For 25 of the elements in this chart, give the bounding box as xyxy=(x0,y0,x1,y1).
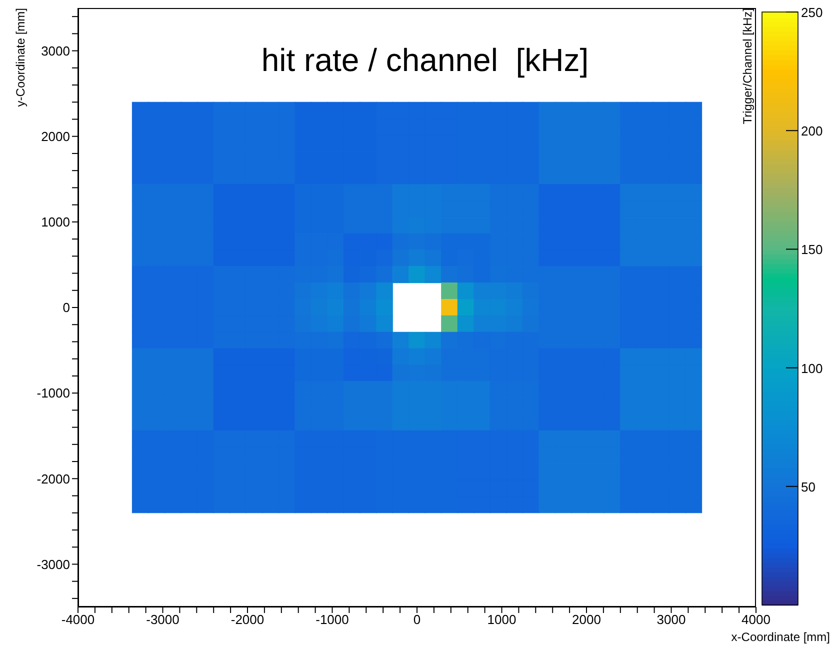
x-tick-label: -1000 xyxy=(316,612,349,628)
text: hit rate / channel [kHz] xyxy=(260,42,590,79)
x-tick-label: 2000 xyxy=(572,612,601,628)
color-bar-label: 250 xyxy=(801,5,823,20)
y-tick-label: 2000 xyxy=(41,128,70,144)
x-tick-label: -3000 xyxy=(146,612,180,628)
y-tick-label: 1000 xyxy=(41,214,70,230)
color-bar-label: 100 xyxy=(801,360,823,376)
y-tick-label: -3000 xyxy=(36,556,70,572)
x-tick-label: -4000 xyxy=(61,612,95,628)
color-bar-label: 50 xyxy=(801,479,816,494)
x-tick-label: 1000 xyxy=(487,612,516,628)
y-tick-label: -1000 xyxy=(36,386,70,401)
y-tick-label: 0 xyxy=(62,300,70,316)
x-tick-label: -2000 xyxy=(230,612,264,628)
color-bar-title: Trigger/Channel [kHz] xyxy=(740,8,754,124)
y-axis-title: y-Coordinate [mm] xyxy=(14,8,28,107)
y-tick-label: -2000 xyxy=(36,471,70,486)
y-tick-label: 3000 xyxy=(41,43,70,58)
x-tick-label: 4000 xyxy=(742,612,770,628)
color-bar-label: 150 xyxy=(801,242,823,258)
x-tick-label: 0 xyxy=(413,612,421,628)
color-bar-label: 200 xyxy=(801,124,823,139)
x-tick-label: 3000 xyxy=(656,612,686,628)
x-axis-title: x-Coordinate [mm] xyxy=(731,630,830,644)
